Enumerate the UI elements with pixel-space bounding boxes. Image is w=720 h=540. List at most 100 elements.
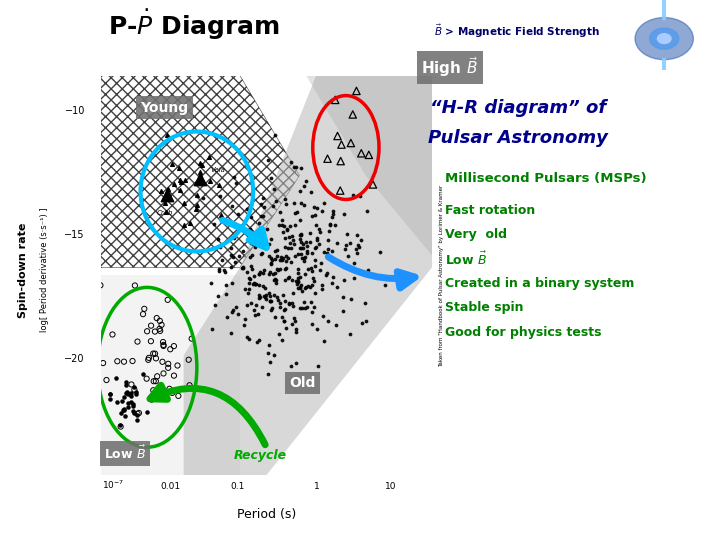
Point <box>374 248 385 256</box>
Point <box>118 406 130 414</box>
Text: “H-R diagram” of: “H-R diagram” of <box>431 99 606 117</box>
Point <box>287 275 298 284</box>
Point <box>301 242 312 251</box>
Point <box>310 255 321 264</box>
Point <box>296 238 307 246</box>
Point <box>342 252 354 261</box>
Point <box>283 300 294 308</box>
Point <box>249 280 261 289</box>
Point <box>258 194 269 202</box>
Point <box>242 205 253 213</box>
Point <box>154 316 166 325</box>
Point <box>154 327 166 335</box>
Point <box>166 160 178 168</box>
Point <box>228 253 239 261</box>
Text: Taken from "Handbook of Pulsar Astronomy" by Lorimer & Kramer: Taken from "Handbook of Pulsar Astronomy… <box>438 184 444 367</box>
Point <box>133 409 145 417</box>
Point <box>244 225 256 234</box>
Point <box>233 210 244 218</box>
Point <box>129 281 140 290</box>
Point <box>115 409 127 417</box>
Point <box>249 280 261 288</box>
Point <box>316 280 328 289</box>
Point <box>274 255 285 264</box>
Point <box>270 279 282 288</box>
Point <box>296 304 307 313</box>
Text: Millisecond Pulsars (MSPs): Millisecond Pulsars (MSPs) <box>445 172 647 185</box>
Point <box>271 293 282 301</box>
Point <box>233 309 244 318</box>
Point <box>179 199 190 207</box>
Point <box>212 292 224 300</box>
Point <box>297 287 308 296</box>
Point <box>110 374 122 383</box>
Point <box>138 370 149 379</box>
Point <box>262 155 274 164</box>
Point <box>323 226 335 235</box>
Text: Pulsar Astronomy: Pulsar Astronomy <box>428 129 608 147</box>
Point <box>138 305 150 313</box>
Point <box>316 285 328 293</box>
Point <box>233 226 245 234</box>
Point <box>268 276 279 285</box>
Point <box>353 243 364 252</box>
Point <box>289 208 301 217</box>
Point <box>243 278 255 287</box>
Point <box>315 259 326 268</box>
Point <box>111 398 122 407</box>
Point <box>184 381 195 389</box>
Point <box>277 254 289 262</box>
Point <box>326 246 338 255</box>
Point <box>314 227 325 236</box>
Point <box>104 395 115 403</box>
Point <box>227 306 238 314</box>
Point <box>360 316 372 325</box>
Text: −10: −10 <box>65 106 85 116</box>
Point <box>161 131 173 140</box>
Point <box>288 302 300 311</box>
Point <box>294 283 305 292</box>
Point <box>282 244 294 252</box>
Point <box>276 216 287 225</box>
Point <box>256 199 267 208</box>
Point <box>225 244 237 253</box>
Point <box>208 219 220 228</box>
Point <box>279 234 291 242</box>
Point <box>161 191 173 200</box>
Point <box>152 392 163 401</box>
Point <box>125 392 137 400</box>
Point <box>221 313 233 322</box>
Point <box>289 316 301 325</box>
Point <box>300 238 312 246</box>
Point <box>313 225 325 233</box>
Point <box>149 327 161 336</box>
Point <box>124 390 135 399</box>
Point <box>285 258 297 266</box>
Point <box>319 247 330 256</box>
Point <box>237 247 248 255</box>
Point <box>348 274 359 282</box>
Point <box>138 310 149 319</box>
Point <box>269 131 281 139</box>
Point <box>298 201 310 210</box>
Point <box>251 238 262 247</box>
Point <box>301 248 312 257</box>
Point <box>279 243 290 252</box>
Point <box>261 291 272 300</box>
Point <box>253 281 265 289</box>
Point <box>162 295 174 304</box>
Point <box>278 227 289 236</box>
Point <box>350 245 361 253</box>
Point <box>262 370 274 379</box>
Point <box>311 233 323 242</box>
Point <box>116 397 127 406</box>
Point <box>168 342 180 350</box>
Point <box>355 236 366 245</box>
Point <box>323 317 334 326</box>
Point <box>251 235 263 244</box>
Point <box>197 193 209 202</box>
Point <box>264 357 276 366</box>
Point <box>310 242 322 251</box>
Point <box>264 252 275 260</box>
Point <box>256 212 267 220</box>
